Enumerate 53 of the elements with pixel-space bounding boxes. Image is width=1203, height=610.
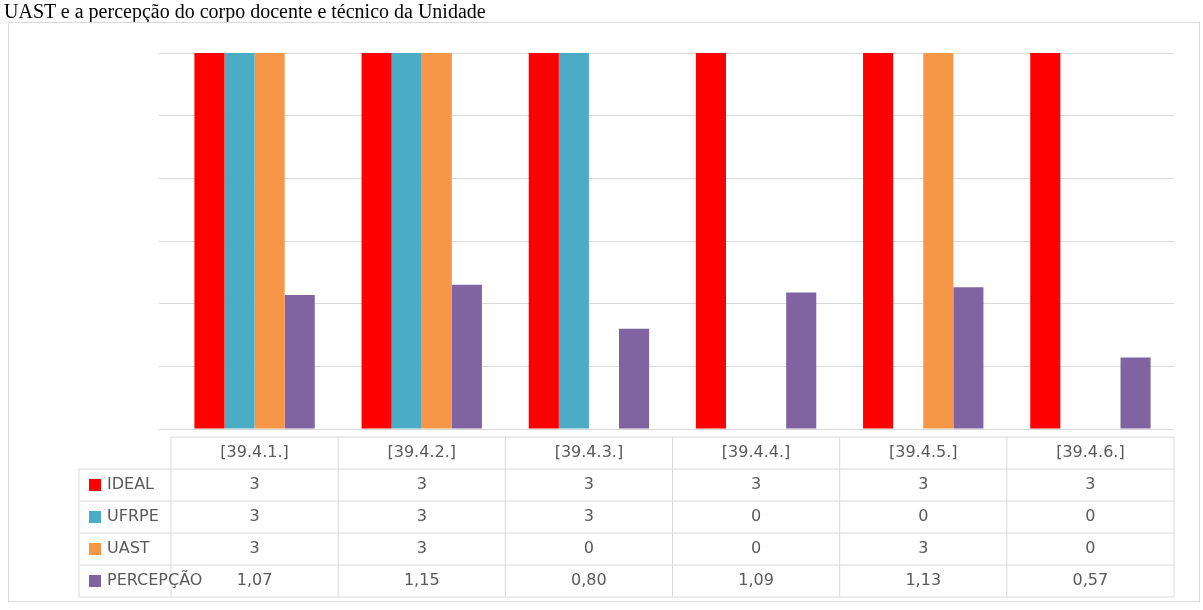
x-tick-label: [39.4.4.] (721, 442, 791, 462)
data-label: 0,80 (571, 570, 607, 590)
legend-label: PERCEPÇÃO (107, 570, 203, 590)
x-tick-label: [39.4.1.] (220, 442, 289, 462)
data-label: 3 (416, 506, 427, 526)
data-label: 0,57 (1072, 570, 1109, 590)
bar (224, 53, 255, 429)
data-label: 3 (583, 506, 595, 526)
data-label: 3 (416, 538, 427, 558)
data-label: 1,09 (738, 570, 774, 590)
data-label: 1,07 (236, 570, 273, 590)
legend-label: UFRPE (107, 506, 159, 526)
x-tick-label: [39.4.2.] (387, 442, 456, 462)
data-label: 0 (583, 538, 595, 558)
data-label: 3 (918, 538, 929, 558)
bar (194, 53, 225, 429)
data-label: 3 (249, 538, 260, 558)
data-label: 3 (249, 506, 260, 526)
x-tick-label: [39.4.6.] (1056, 442, 1125, 462)
data-label: 0 (750, 506, 762, 526)
bar (361, 53, 392, 429)
bar (284, 294, 315, 429)
chart-title: UAST e a percepção do corpo docente e técnico da Unidade (3, 0, 487, 22)
data-label: 0 (1085, 506, 1096, 526)
bar (421, 53, 452, 429)
bar (863, 53, 894, 429)
data-label: 3 (583, 474, 595, 494)
legend-label: UAST (107, 538, 150, 558)
bar (786, 292, 817, 429)
bar (254, 53, 285, 429)
data-label: 1,13 (905, 570, 942, 590)
data-label: 0 (750, 538, 762, 558)
bar (1030, 53, 1061, 429)
data-label: 1,15 (403, 570, 440, 590)
bar (695, 53, 726, 429)
data-label: 0 (1085, 538, 1096, 558)
bar (953, 287, 984, 429)
bar (451, 284, 482, 429)
data-label: 3 (249, 474, 260, 494)
legend-label: IDEAL (107, 474, 155, 494)
data-label: 3 (918, 474, 929, 494)
bar (391, 53, 422, 429)
bar (528, 53, 559, 429)
bar (1120, 357, 1151, 429)
x-tick-label: [39.4.5.] (889, 442, 958, 462)
bar (558, 53, 589, 429)
x-tick-label: [39.4.3.] (554, 442, 624, 462)
bar (923, 53, 954, 429)
data-label: 3 (750, 474, 762, 494)
data-label: 0 (918, 506, 929, 526)
bar (619, 328, 650, 429)
data-label: 3 (416, 474, 427, 494)
data-label: 3 (1085, 474, 1096, 494)
